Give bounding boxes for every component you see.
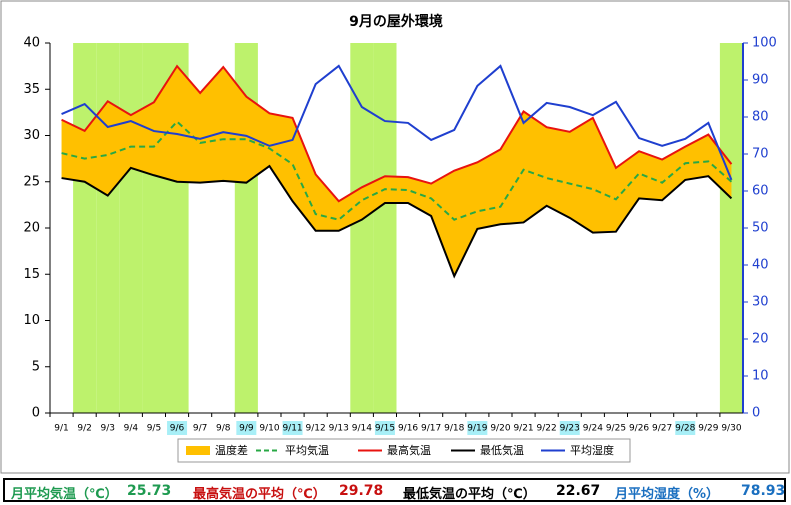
x-tick-label: 9/16 <box>398 424 418 434</box>
x-tick-label: 9/4 <box>124 424 139 434</box>
chart-title: 9月の屋外環境 <box>349 13 443 30</box>
shaded-band <box>73 43 97 413</box>
y2-tick-label: 50 <box>752 221 769 236</box>
summary-label: 最高気温の平均（℃） <box>193 487 326 502</box>
x-tick-label: 9/26 <box>629 424 649 434</box>
label-highlight <box>467 421 488 435</box>
x-tick-label: 9/6 <box>170 424 185 434</box>
x-tick-label: 9/8 <box>216 424 231 434</box>
y2-tick-label: 10 <box>752 369 769 384</box>
y-tick-label: 30 <box>23 128 40 143</box>
x-tick-label: 9/18 <box>444 424 464 434</box>
x-tick-label: 9/11 <box>282 424 302 434</box>
x-tick-label: 9/28 <box>675 424 695 434</box>
shaded-band <box>119 43 143 413</box>
y2-tick-label: 70 <box>752 147 769 162</box>
x-tick-label: 9/27 <box>652 424 672 434</box>
x-tick-label: 9/23 <box>560 424 580 434</box>
summary-value: 29.78 <box>339 483 384 499</box>
label-highlight <box>282 421 303 435</box>
label-highlight <box>559 421 580 435</box>
x-tick-label: 9/1 <box>54 424 68 434</box>
y-tick-label: 5 <box>32 359 40 374</box>
y2-tick-label: 0 <box>752 406 760 421</box>
x-tick-label: 9/20 <box>490 424 510 434</box>
x-tick-label: 9/5 <box>147 424 161 434</box>
x-tick-label: 9/3 <box>101 424 115 434</box>
summary-label: 月平均湿度（%） <box>615 487 720 502</box>
label-highlight <box>236 421 257 435</box>
y2-tick-label: 100 <box>752 36 777 51</box>
summary-bar: 月平均気温（℃） 25.73 最高気温の平均（℃） 29.78 最低気温の平均（℃） 22… <box>3 478 786 502</box>
summary-value: 78.93 <box>741 483 786 499</box>
series-line <box>61 64 733 203</box>
legend-label: 平均湿度 <box>570 443 614 457</box>
x-tick-label: 9/12 <box>306 424 326 434</box>
x-tick-label: 9/24 <box>583 424 603 434</box>
label-highlight <box>167 421 188 435</box>
y-tick-label: 20 <box>23 221 40 236</box>
range-area <box>61 66 732 277</box>
y2-tick-label: 30 <box>752 295 769 310</box>
y-tick-label: 0 <box>32 406 40 421</box>
y2-tick-label: 90 <box>752 73 769 88</box>
x-tick-label: 9/2 <box>77 424 91 434</box>
x-tick-label: 9/13 <box>329 424 349 434</box>
x-tick-label: 9/14 <box>352 424 372 434</box>
y2-tick-label: 20 <box>752 332 769 347</box>
legend-label: 平均気温 <box>285 443 329 457</box>
series-line <box>61 164 733 279</box>
legend-label: 温度差 <box>215 443 248 457</box>
y2-tick-label: 60 <box>752 184 769 199</box>
x-tick-label: 9/9 <box>239 424 254 434</box>
y-tick-label: 15 <box>23 267 40 282</box>
legend-swatch <box>186 446 210 455</box>
chart-frame <box>0 0 790 474</box>
x-tick-label: 9/7 <box>193 424 207 434</box>
series-line <box>61 120 733 221</box>
series-line <box>61 64 733 181</box>
x-tick-label: 9/29 <box>698 424 718 434</box>
summary-label: 月平均気温（℃） <box>11 487 118 502</box>
chart: 9月の屋外環境 0 5 10 15 20 25 30 35 40 0 10 20 30 40 50 60 70 8… <box>0 0 790 474</box>
summary-label: 最低気温の平均（℃） <box>403 487 536 502</box>
y-tick-label: 10 <box>23 313 40 328</box>
label-highlight <box>675 421 696 435</box>
y2-tick-label: 80 <box>752 110 769 125</box>
x-tick-label: 9/15 <box>375 424 395 434</box>
x-tick-label: 9/25 <box>606 424 626 434</box>
shaded-band <box>373 43 397 413</box>
shaded-band <box>719 43 743 413</box>
y-tick-label: 25 <box>23 174 40 189</box>
legend-frame <box>177 438 631 463</box>
x-tick-label: 9/30 <box>721 424 741 434</box>
summary-value: 25.73 <box>127 483 172 499</box>
legend-label: 最低気温 <box>480 443 524 457</box>
x-tick-label: 9/22 <box>537 424 557 434</box>
y-tick-label: 40 <box>23 36 40 51</box>
x-tick-label: 9/21 <box>513 424 533 434</box>
label-highlight <box>374 421 395 435</box>
legend-label: 最高気温 <box>387 443 431 457</box>
y2-tick-label: 40 <box>752 258 769 273</box>
x-tick-label: 9/19 <box>467 424 487 434</box>
y-tick-label: 35 <box>23 82 40 97</box>
x-tick-label: 9/10 <box>259 424 279 434</box>
shaded-band <box>96 43 120 413</box>
summary-value: 22.67 <box>556 483 601 499</box>
shaded-band <box>350 43 374 413</box>
x-tick-label: 9/17 <box>421 424 441 434</box>
